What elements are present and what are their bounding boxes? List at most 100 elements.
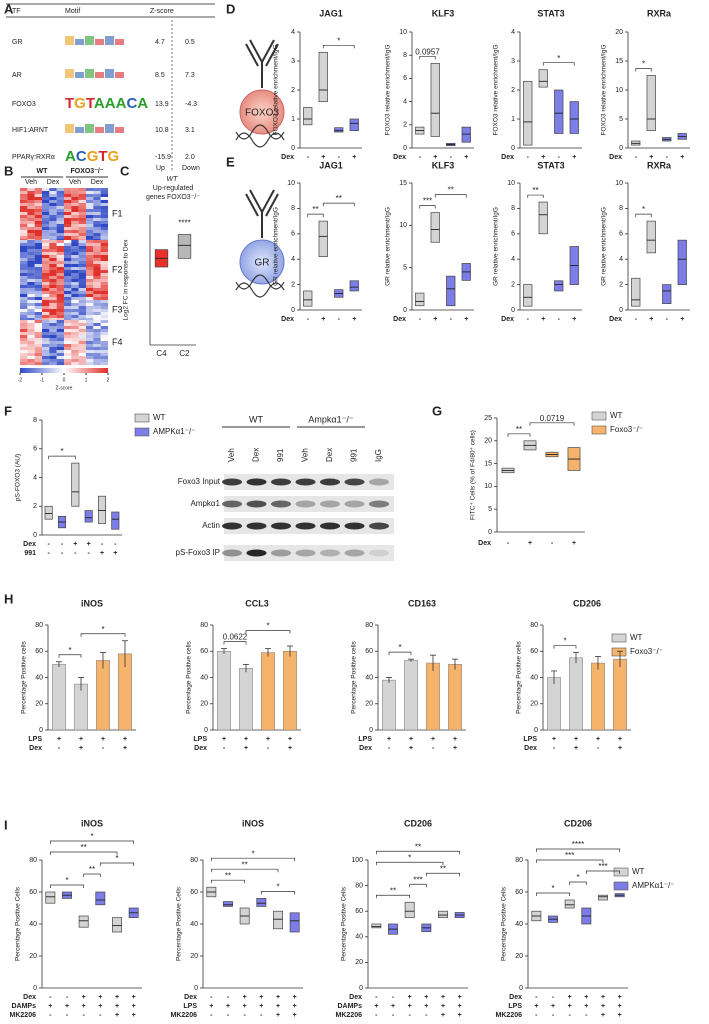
row-label: - xyxy=(450,154,453,161)
heatmap-cell xyxy=(41,359,50,363)
box xyxy=(371,923,382,929)
heatmap-cell xyxy=(20,200,28,204)
y-tick-label: 2 xyxy=(33,503,37,510)
heatmap-cell xyxy=(41,197,50,201)
row-label: + xyxy=(244,745,248,752)
heatmap-cell xyxy=(63,332,72,336)
y-tick-label: 40 xyxy=(530,674,538,681)
heatmap-cell xyxy=(27,194,35,198)
box xyxy=(273,910,283,930)
heatmap-cell xyxy=(41,350,50,354)
box xyxy=(97,495,107,524)
y-tick-label: 3 xyxy=(291,58,295,65)
chart-title: RXRa xyxy=(647,8,672,18)
sig-label: ** xyxy=(532,186,538,195)
heatmap-cell xyxy=(27,200,35,204)
heatmap-cell xyxy=(71,249,79,253)
legend-swatch xyxy=(611,633,627,643)
heatmap-cell xyxy=(20,338,28,342)
row-label: + xyxy=(528,540,532,547)
panel-letter: A xyxy=(4,1,14,16)
heatmap-cell xyxy=(56,353,65,357)
heatmap-cell xyxy=(100,197,109,201)
heatmap-cell xyxy=(27,255,35,259)
heatmap-cell xyxy=(41,227,50,231)
sig-bracket xyxy=(425,872,461,877)
heatmap-cell xyxy=(41,288,50,292)
sig-label: * xyxy=(557,54,560,63)
heatmap-cell xyxy=(49,362,57,366)
row-name: Dex xyxy=(29,745,42,752)
sig-label: * xyxy=(642,205,645,214)
sig-label: *** xyxy=(598,862,607,871)
panel-letter: H xyxy=(4,591,13,606)
heatmap-cell xyxy=(78,315,87,319)
heatmap-cell xyxy=(56,249,65,253)
heatmap-cell xyxy=(56,285,65,289)
heatmap-cell xyxy=(27,258,35,262)
heatmap-cell xyxy=(78,221,87,225)
heatmap-cell xyxy=(85,338,94,342)
row-label: + xyxy=(649,154,653,161)
y-tick-label: 8 xyxy=(619,205,623,212)
heatmap-cell xyxy=(56,276,65,280)
heatmap-cell xyxy=(93,258,101,262)
heatmap-cell xyxy=(93,276,101,280)
y-tick-label: 2 xyxy=(619,281,623,288)
heatmap-cell xyxy=(71,332,79,336)
sig-label: ** xyxy=(336,194,342,203)
box xyxy=(430,212,440,243)
heatmap-cell xyxy=(56,326,65,330)
heatmap-cell xyxy=(41,273,50,277)
row-label: + xyxy=(601,1003,605,1010)
heatmap-cell xyxy=(78,318,87,322)
y-tick-label: 10 xyxy=(507,180,515,187)
heatmap-cell xyxy=(71,362,79,366)
y-tick-label: 60 xyxy=(530,648,538,655)
heatmap-cell xyxy=(49,282,57,286)
heatmap-cell xyxy=(100,359,109,363)
heatmap-cell xyxy=(100,356,109,360)
row-label: - xyxy=(558,154,561,161)
heatmap-cell xyxy=(63,329,72,333)
row-label: + xyxy=(584,1003,588,1010)
heatmap-cell xyxy=(34,200,43,204)
sig-label: ** xyxy=(225,871,231,880)
heatmap-cell xyxy=(85,306,94,310)
row-label: + xyxy=(321,154,325,161)
row-label: + xyxy=(123,736,127,743)
heatmap-cell xyxy=(41,255,50,259)
colorbar-tick-label: -1 xyxy=(40,377,45,383)
row-label: - xyxy=(392,994,395,1001)
heatmap-condition: Dex xyxy=(47,179,60,186)
heatmap-cell xyxy=(71,197,79,201)
legend-label: WT xyxy=(632,867,645,876)
heatmap-cell xyxy=(41,230,50,234)
heatmap-cell xyxy=(34,315,43,319)
heatmap-cell xyxy=(27,233,35,237)
y-axis-label: GR relative enrichment/IgG xyxy=(385,207,392,286)
heatmap-cell xyxy=(41,276,50,280)
box xyxy=(631,277,641,307)
box xyxy=(598,894,608,901)
y-axis-label: FOXO3 relative enrichment/IgG xyxy=(273,44,280,135)
heatmap-cell xyxy=(71,312,79,316)
sig-label: ** xyxy=(312,205,318,214)
row-name: Dex xyxy=(524,745,537,752)
sig-label: * xyxy=(266,622,269,631)
sig-label: *** xyxy=(565,851,574,860)
heatmap-cell xyxy=(100,221,109,225)
heatmap-cell xyxy=(63,206,72,210)
sig-bracket xyxy=(80,633,126,637)
row-name: MK2206 xyxy=(496,1012,523,1019)
heatmap-cell xyxy=(100,249,109,253)
heatmap-cell xyxy=(85,206,94,210)
lane-label: Veh xyxy=(227,448,236,462)
box xyxy=(446,275,456,307)
heatmap-cell xyxy=(63,356,72,360)
heatmap-cell xyxy=(93,347,101,351)
heatmap-cell xyxy=(20,227,28,231)
row-label: - xyxy=(61,550,64,557)
y-axis-label: Percentage Positive cells xyxy=(186,640,193,713)
heatmap-cell xyxy=(27,347,35,351)
